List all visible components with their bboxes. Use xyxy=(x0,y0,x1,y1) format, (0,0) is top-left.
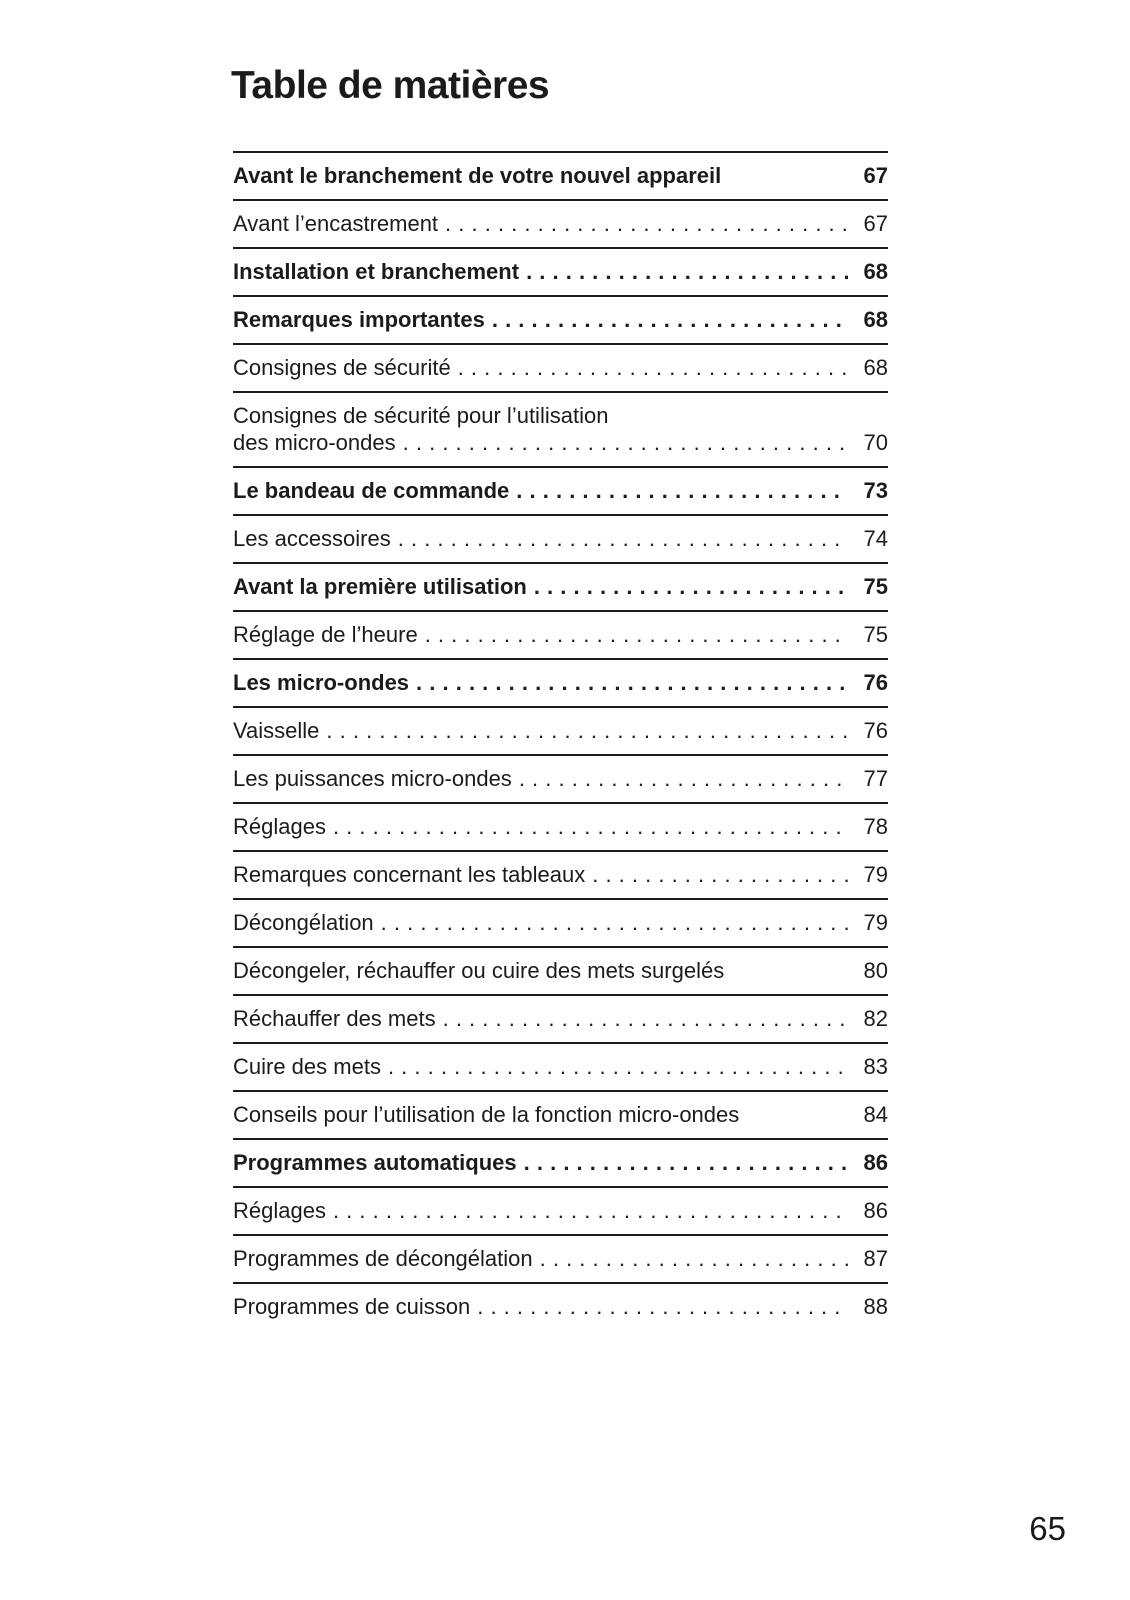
toc-entry-page-number: 78 xyxy=(863,814,888,839)
toc-entry-label: Programmes de décongélation xyxy=(233,1246,533,1271)
toc-entry-label: Consignes de sécurité xyxy=(233,355,451,380)
toc-entry: Consignes de sécurité pour l’utilisation… xyxy=(233,393,888,468)
toc-entry-label: Programmes automatiques xyxy=(233,1150,517,1175)
toc-entry: Décongeler, réchauffer ou cuire des mets… xyxy=(233,948,888,996)
toc-entry-page-number: 79 xyxy=(863,862,888,887)
toc-entry-page-number: 73 xyxy=(863,478,888,503)
toc-entry-label: Installation et branchement xyxy=(233,259,520,284)
dot-leader xyxy=(333,1197,848,1224)
toc-entry-page-number: 68 xyxy=(863,355,888,380)
toc-entry-label: Les accessoires xyxy=(233,526,391,551)
toc-entry-label: des micro-ondes xyxy=(233,430,396,455)
toc-entry: Programmes de décongélation 87 xyxy=(233,1236,888,1284)
toc-entry-label: Avant l’encastrement xyxy=(233,211,439,236)
dot-leader xyxy=(443,1005,848,1032)
toc-entry-page-number: 68 xyxy=(863,307,888,332)
toc-entry: Installation et branchement 68 xyxy=(233,249,888,297)
toc-entry: Décongélation 79 xyxy=(233,900,888,948)
toc-entry-page-number: 77 xyxy=(863,766,888,791)
toc-entry-label: Cuire des mets xyxy=(233,1054,381,1079)
toc-entry: Consignes de sécurité 68 xyxy=(233,345,888,393)
toc-entry: Remarques importantes 68 xyxy=(233,297,888,345)
toc-entry-label: Conseils pour l’utilisation de la foncti… xyxy=(233,1102,740,1127)
toc-entry-label: Remarques importantes xyxy=(233,307,485,332)
toc-entry: Les micro-ondes 76 xyxy=(233,660,888,708)
toc-entry-page-number: 67 xyxy=(863,211,888,236)
dot-leader xyxy=(398,525,848,552)
toc-entry-page-number: 83 xyxy=(863,1054,888,1079)
dot-leader xyxy=(540,1245,848,1272)
toc-entry-page-number: 86 xyxy=(863,1198,888,1223)
toc-entry: Le bandeau de commande 73 xyxy=(233,468,888,516)
dot-leader xyxy=(333,813,848,840)
toc-entry: Réglages 78 xyxy=(233,804,888,852)
toc-entry-page-number: 68 xyxy=(863,259,888,284)
toc-entry-page-number: 70 xyxy=(863,430,888,455)
page-title: Table de matières xyxy=(231,64,550,107)
dot-leader xyxy=(326,717,848,744)
toc-entry-label: Réglages xyxy=(233,1198,326,1223)
toc-entry-label: Avant la première utilisation xyxy=(233,574,527,599)
dot-leader xyxy=(516,477,848,504)
dot-leader xyxy=(425,621,848,648)
toc-entry: Programmes de cuisson 88 xyxy=(233,1284,888,1330)
dot-leader xyxy=(526,258,848,285)
dot-leader xyxy=(381,909,848,936)
toc-entry-label: Les micro-ondes xyxy=(233,670,410,695)
toc-entry-page-number: 76 xyxy=(863,670,888,695)
toc-entry-label-line1: Consignes de sécurité pour l’utilisation xyxy=(233,403,609,428)
toc-entry: Les accessoires 74 xyxy=(233,516,888,564)
toc-entry: Cuire des mets 83 xyxy=(233,1044,888,1092)
toc-entry-label: Avant le branchement de votre nouvel app… xyxy=(233,163,722,188)
toc-entry-page-number: 88 xyxy=(863,1294,888,1319)
toc-entry-page-number: 75 xyxy=(863,622,888,647)
toc-entry: Avant l’encastrement 67 xyxy=(233,201,888,249)
toc-entry-label: Réglage de l’heure xyxy=(233,622,418,647)
toc-entry: Remarques concernant les tableaux 79 xyxy=(233,852,888,900)
toc-entry-page-number: 80 xyxy=(863,958,888,983)
toc-entry-page-number: 67 xyxy=(863,163,888,188)
toc-entry-label: Réglages xyxy=(233,814,326,839)
dot-leader xyxy=(403,429,848,456)
toc-entry-page-number: 79 xyxy=(863,910,888,935)
toc-entry: Réglage de l’heure 75 xyxy=(233,612,888,660)
toc-entry-label: Décongélation xyxy=(233,910,374,935)
dot-leader xyxy=(592,861,848,888)
toc-entry-page-number: 75 xyxy=(863,574,888,599)
toc-entry: Programmes automatiques 86 xyxy=(233,1140,888,1188)
dot-leader xyxy=(534,573,848,600)
toc-entry: Les puissances micro-ondes 77 xyxy=(233,756,888,804)
toc-entry-page-number: 82 xyxy=(863,1006,888,1031)
dot-leader xyxy=(492,306,848,333)
toc-entry-page-number: 86 xyxy=(863,1150,888,1175)
toc-entry-label: Le bandeau de commande xyxy=(233,478,510,503)
toc-entry: Réglages 86 xyxy=(233,1188,888,1236)
table-of-contents: Avant le branchement de votre nouvel app… xyxy=(233,151,888,1330)
dot-leader xyxy=(524,1149,848,1176)
footer-page-number: 65 xyxy=(1029,1510,1066,1547)
toc-entry-label: Les puissances micro-ondes xyxy=(233,766,512,791)
dot-leader xyxy=(445,210,848,237)
toc-entry-label: Réchauffer des mets xyxy=(233,1006,436,1031)
toc-entry: Avant le branchement de votre nouvel app… xyxy=(233,153,888,201)
toc-entry: Réchauffer des mets 82 xyxy=(233,996,888,1044)
dot-leader xyxy=(519,765,848,792)
toc-entry-label: Programmes de cuisson xyxy=(233,1294,471,1319)
toc-entry-label: Décongeler, réchauffer ou cuire des mets… xyxy=(233,958,725,983)
toc-entry: Avant la première utilisation 75 xyxy=(233,564,888,612)
dot-leader xyxy=(458,354,848,381)
toc-entry-page-number: 74 xyxy=(863,526,888,551)
dot-leader xyxy=(477,1293,848,1320)
toc-entry-page-number: 84 xyxy=(863,1102,888,1127)
toc-entry-page-number: 76 xyxy=(863,718,888,743)
toc-entry-label: Vaisselle xyxy=(233,718,320,743)
toc-entry-label: Remarques concernant les tableaux xyxy=(233,862,586,887)
toc-entry: Vaisselle 76 xyxy=(233,708,888,756)
toc-entry: Conseils pour l’utilisation de la foncti… xyxy=(233,1092,888,1140)
dot-leader xyxy=(416,669,848,696)
toc-entry-page-number: 87 xyxy=(863,1246,888,1271)
dot-leader xyxy=(388,1053,848,1080)
